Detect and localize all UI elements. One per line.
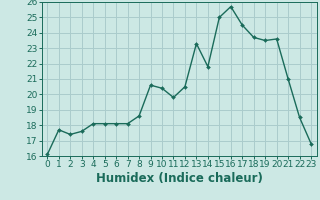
X-axis label: Humidex (Indice chaleur): Humidex (Indice chaleur) [96, 172, 263, 185]
